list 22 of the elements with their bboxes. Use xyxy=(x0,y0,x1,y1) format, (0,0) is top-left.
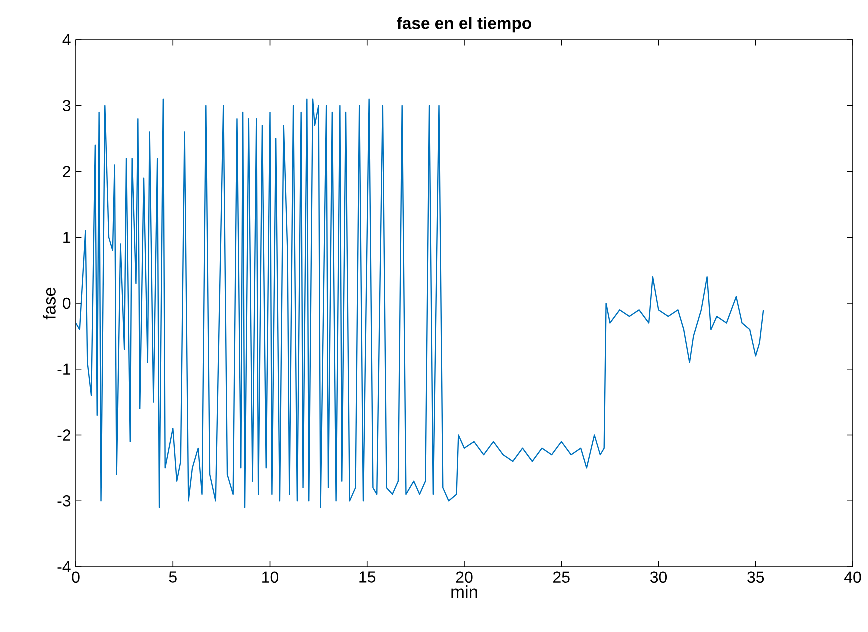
y-tick-label: -4 xyxy=(58,561,71,572)
y-tick-label: 1 xyxy=(64,232,71,244)
x-tick-label: 40 xyxy=(844,572,862,584)
x-tick-label: 30 xyxy=(650,572,668,584)
y-tick-label: -2 xyxy=(58,430,70,441)
chart-title: fase en el tiempo xyxy=(397,17,532,33)
y-tick-label: 3 xyxy=(63,100,71,112)
x-tick-label: 10 xyxy=(262,572,279,584)
x-tick-label: 5 xyxy=(169,572,177,583)
y-tick-label: -1 xyxy=(58,364,71,375)
y-tick-label: -3 xyxy=(58,495,71,507)
x-tick-label: 20 xyxy=(456,572,473,584)
line-series xyxy=(76,98,764,508)
y-tick-label: 4 xyxy=(62,34,71,46)
x-axis-title: min xyxy=(452,586,478,598)
y-axis-title: fase xyxy=(43,288,56,320)
x-tick-label: 0 xyxy=(72,572,80,584)
x-tick-label: 15 xyxy=(360,572,376,583)
y-tick-label: 0 xyxy=(63,298,71,310)
x-tick-label: 35 xyxy=(748,572,764,584)
x-tick-label: 25 xyxy=(554,572,570,584)
y-tick-label: 2 xyxy=(63,166,70,178)
